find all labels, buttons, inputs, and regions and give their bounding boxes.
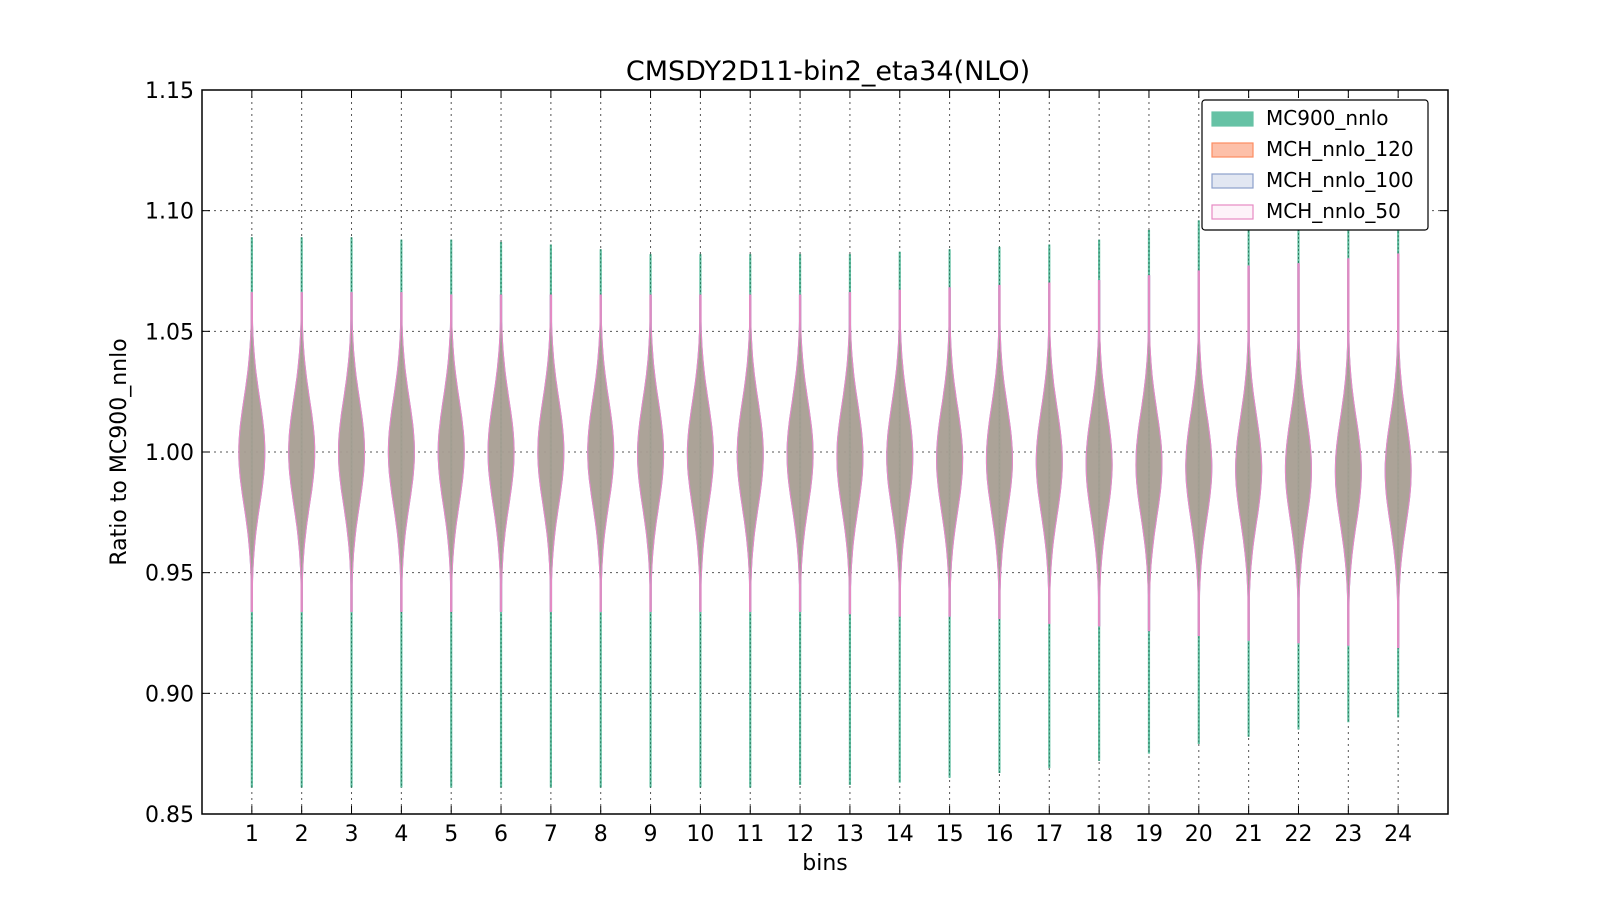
violin-mch-nnlo-50 — [1135, 275, 1163, 632]
legend-swatch — [1211, 142, 1254, 158]
y-tick-label: 0.95 — [145, 562, 194, 587]
violin-mch-nnlo-50 — [1085, 280, 1113, 627]
violin-mch-nnlo-50 — [686, 294, 714, 612]
violin-mch-nnlo-50 — [537, 294, 565, 612]
x-axis-label: bins — [802, 851, 847, 876]
violin-mch-nnlo-100 — [487, 294, 515, 612]
x-tick-label: 13 — [836, 822, 864, 847]
violin-mch-nnlo-100 — [338, 292, 366, 612]
violin-mch-nnlo-50 — [587, 294, 615, 612]
legend-label: MCH_nnlo_100 — [1266, 168, 1414, 192]
violin-mch-nnlo-50 — [288, 292, 316, 612]
violin-mch-nnlo-100 — [238, 292, 266, 612]
violin-mch-nnlo-50 — [1035, 282, 1063, 624]
violin-mch-nnlo-100 — [836, 292, 864, 615]
x-tick-label: 20 — [1185, 822, 1213, 847]
y-tick-label: 1.10 — [145, 200, 194, 225]
violin-mch-nnlo-100 — [437, 294, 465, 612]
violin-mch-nnlo-50 — [1284, 263, 1312, 644]
violin-mch-nnlo-50 — [886, 289, 914, 617]
x-tick-label: 10 — [686, 822, 714, 847]
violin-mch-nnlo-100 — [587, 294, 615, 612]
violin-mch-nnlo-50 — [1235, 265, 1263, 641]
x-tick-label: 3 — [345, 822, 359, 847]
x-tick-label: 18 — [1085, 822, 1113, 847]
violin-mch-nnlo-50 — [338, 292, 366, 612]
violin-mch-nnlo-50 — [1384, 253, 1412, 649]
violin-mch-nnlo-50 — [836, 292, 864, 615]
x-tick-label: 17 — [1035, 822, 1063, 847]
violin-mch-nnlo-50 — [637, 294, 665, 612]
legend-box — [1201, 99, 1429, 231]
violin-mch-nnlo-100 — [935, 287, 964, 617]
x-tick-label: 5 — [444, 822, 458, 847]
x-tick-label: 24 — [1384, 822, 1412, 847]
x-tick-label: 12 — [786, 822, 814, 847]
violin-mch-nnlo-100 — [288, 292, 316, 612]
violin-mch-nnlo-100 — [1085, 280, 1113, 627]
violin-mch-nnlo-100 — [637, 294, 665, 612]
violin-mch-nnlo-100 — [985, 284, 1013, 620]
violin-mch-nnlo-100 — [387, 292, 415, 612]
x-tick-label: 15 — [936, 822, 964, 847]
x-tick-label: 11 — [736, 822, 764, 847]
violin-mch-nnlo-100 — [786, 294, 814, 612]
legend-label: MCH_nnlo_120 — [1266, 137, 1414, 161]
y-tick-label: 1.15 — [145, 79, 194, 104]
legend-label: MCH_nnlo_50 — [1266, 199, 1401, 223]
violin-mch-nnlo-50 — [387, 292, 415, 612]
x-tick-label: 22 — [1284, 822, 1312, 847]
violin-mch-nnlo-50 — [1334, 258, 1362, 646]
x-tick-label: 4 — [394, 822, 408, 847]
violin-mch-nnlo-50 — [736, 294, 764, 612]
x-tick-label: 16 — [985, 822, 1013, 847]
legend-label: MC900_nnlo — [1266, 106, 1389, 130]
x-tick-label: 1 — [245, 822, 259, 847]
x-axis: 1 2 3 4 5 6 7 8 9 10 11 12 13 14 15 16 17 18 19 20 21 22 23 24 — [245, 90, 1412, 847]
x-tick-label: 14 — [886, 822, 914, 847]
x-tick-label: 23 — [1334, 822, 1362, 847]
x-tick-label: 19 — [1135, 822, 1163, 847]
x-tick-label: 7 — [544, 822, 558, 847]
violin-mch-nnlo-50 — [437, 294, 465, 612]
violin-mch-nnlo-50 — [786, 294, 814, 612]
legend-swatch — [1211, 111, 1254, 127]
violin-mch-nnlo-100 — [886, 289, 914, 617]
legend-swatch — [1211, 204, 1254, 220]
violin-mch-nnlo-50 — [238, 292, 266, 612]
x-tick-label: 8 — [594, 822, 608, 847]
violin-mch-nnlo-100 — [736, 294, 764, 612]
violin-mch-nnlo-50 — [936, 287, 964, 617]
violin-mch-nnlo-100 — [1135, 275, 1163, 632]
violin-mch-nnlo-100 — [1185, 270, 1213, 636]
x-tick-label: 9 — [644, 822, 658, 847]
y-tick-label: 1.05 — [145, 320, 194, 345]
y-tick-label: 1.00 — [145, 441, 194, 466]
legend: MC900_nnlo MCH_nnlo_120 MCH_nnlo_100 MCH_nn… — [1201, 99, 1429, 231]
x-tick-label: 6 — [494, 822, 508, 847]
violin-mch-nnlo-50 — [487, 294, 515, 612]
violin-mch-nnlo-100 — [537, 294, 565, 612]
violin-mch-nnlo-50 — [985, 284, 1013, 620]
y-tick-label: 0.85 — [145, 803, 194, 828]
violin-mch-nnlo-100 — [686, 294, 715, 612]
violin-mch-nnlo-50 — [1185, 270, 1213, 636]
y-tick-label: 0.90 — [145, 682, 194, 707]
x-tick-label: 2 — [295, 822, 309, 847]
violin-mch-nnlo-100 — [1035, 282, 1063, 624]
chart-title: CMSDY2D11-bin2_eta34(NLO) — [626, 56, 1030, 87]
legend-swatch — [1211, 173, 1254, 189]
y-axis: 0.85 0.90 0.95 1.00 1.05 1.10 1.15 — [145, 79, 1448, 828]
y-axis-label: Ratio to MC900_nnlo — [107, 338, 132, 565]
violin-group — [238, 179, 1412, 788]
x-tick-label: 21 — [1235, 822, 1263, 847]
